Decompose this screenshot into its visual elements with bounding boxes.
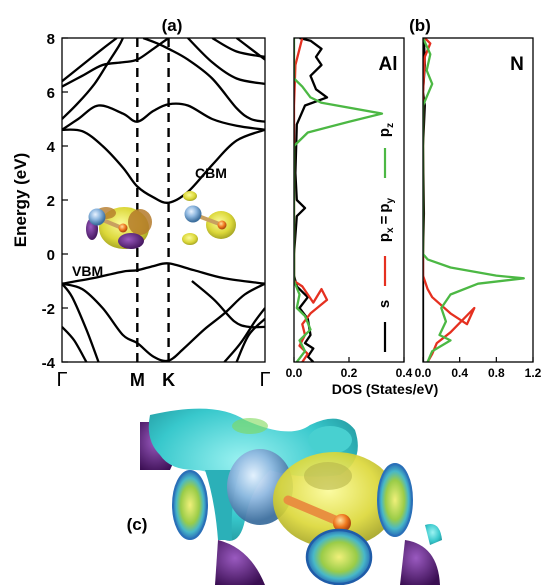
dos-curve bbox=[423, 38, 525, 362]
cbm-label: CBM bbox=[195, 165, 227, 181]
vbm-label: VBM bbox=[72, 263, 103, 279]
dos-axis-label: DOS (States/eV) bbox=[332, 381, 439, 397]
y-tick-label: 4 bbox=[47, 139, 56, 156]
energy-axis-label: Energy (eV) bbox=[11, 153, 30, 247]
legend: s px=py pz bbox=[376, 123, 396, 352]
panel-c: (c) bbox=[127, 408, 442, 585]
legend-pz-label: pz bbox=[376, 123, 396, 137]
band-line bbox=[62, 326, 88, 362]
panel-a-label: (a) bbox=[162, 16, 183, 35]
band-lines bbox=[62, 38, 265, 362]
al-dos-curves bbox=[294, 38, 384, 362]
x-tick-label: 0.0 bbox=[286, 366, 303, 380]
al-atom-icon bbox=[184, 205, 202, 223]
x-tick-label: 0.2 bbox=[341, 366, 358, 380]
panel-b: (b) 0.0 0.2 0.4 Al s px=py pz 0 bbox=[286, 16, 542, 397]
x-tick-label: 0.0 bbox=[415, 366, 432, 380]
symmetry-lines bbox=[136, 38, 170, 362]
n-atom-icon bbox=[118, 223, 128, 233]
band-line bbox=[191, 280, 265, 329]
n-dos-curves bbox=[423, 38, 525, 362]
band-line bbox=[62, 38, 124, 120]
x-tick-label: 0.4 bbox=[396, 366, 413, 380]
band-line bbox=[62, 262, 265, 285]
n-atom-icon bbox=[217, 220, 227, 230]
x-tick-label: 1.2 bbox=[525, 366, 542, 380]
y-tick-label: -4 bbox=[42, 355, 56, 372]
dos-curve bbox=[294, 38, 384, 362]
band-line bbox=[62, 38, 170, 88]
x-tick-label: 0.4 bbox=[451, 366, 468, 380]
vbm-charge-density-icon bbox=[86, 207, 152, 249]
dos-curve bbox=[423, 38, 476, 362]
svg-text:pz: pz bbox=[376, 123, 396, 137]
x-tick-label: Γ bbox=[56, 369, 67, 391]
dos-curve bbox=[294, 38, 329, 362]
y-tick-label: 8 bbox=[47, 31, 55, 48]
x-tick-label: Γ bbox=[259, 369, 270, 391]
al-element-label: Al bbox=[379, 54, 398, 75]
y-tick-label: -2 bbox=[42, 301, 55, 318]
cbm-charge-density-icon bbox=[182, 191, 236, 245]
legend-s-label: s bbox=[376, 300, 393, 308]
band-line bbox=[62, 102, 265, 131]
n-element-label: N bbox=[510, 54, 524, 75]
al-x-tick-labels: 0.0 0.2 0.4 bbox=[286, 357, 413, 380]
x-tick-label: M bbox=[130, 370, 145, 390]
y-tick-label: 2 bbox=[47, 193, 55, 210]
y-tick-label: 6 bbox=[47, 85, 55, 102]
panel-b-label: (b) bbox=[409, 16, 431, 35]
n-dos-frame bbox=[422, 37, 534, 363]
band-line bbox=[62, 128, 265, 204]
band-line bbox=[62, 282, 100, 362]
band-line bbox=[62, 38, 118, 83]
band-line bbox=[235, 38, 265, 61]
n-x-tick-labels: 0.0 0.4 0.8 1.2 bbox=[415, 357, 542, 380]
n-atom-icon bbox=[333, 514, 351, 532]
y-tick-labels: -4 -2 0 2 4 6 8 bbox=[42, 31, 68, 372]
panel-c-label: (c) bbox=[127, 515, 148, 534]
dos-curve bbox=[294, 38, 329, 362]
band-line bbox=[235, 317, 265, 362]
x-tick-label: K bbox=[162, 370, 175, 390]
svg-text:px=py: px=py bbox=[376, 197, 396, 242]
panel-a-frame bbox=[61, 37, 266, 363]
charge-density-icon bbox=[140, 408, 442, 585]
band-line bbox=[223, 307, 265, 362]
band-line bbox=[187, 38, 265, 86]
band-line bbox=[142, 38, 265, 123]
y-tick-label: 0 bbox=[47, 247, 55, 264]
x-tick-label: 0.8 bbox=[488, 366, 505, 380]
legend-pxpy-label: px=py bbox=[376, 197, 396, 242]
al-atom-icon bbox=[88, 208, 106, 226]
